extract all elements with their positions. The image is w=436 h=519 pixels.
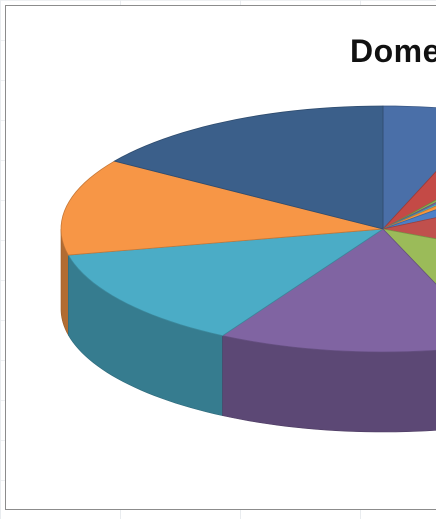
pie-slice-2[interactable] <box>382 113 436 230</box>
pie-slice-7[interactable] <box>382 144 436 230</box>
pie-chart <box>60 105 436 433</box>
pie-slice-8[interactable] <box>382 169 436 283</box>
pie-slice-12[interactable] <box>60 160 384 256</box>
pie-slice-3[interactable] <box>382 128 436 230</box>
pie-slice-10[interactable] <box>221 228 436 353</box>
pie-slice-13[interactable] <box>113 105 384 230</box>
chart-area[interactable]: Dome <box>5 5 436 510</box>
pie-slice-11[interactable] <box>67 228 384 337</box>
pie-slice-5[interactable] <box>382 134 436 230</box>
pie-slice-1[interactable] <box>382 105 436 231</box>
chart-title: Dome <box>350 33 436 69</box>
